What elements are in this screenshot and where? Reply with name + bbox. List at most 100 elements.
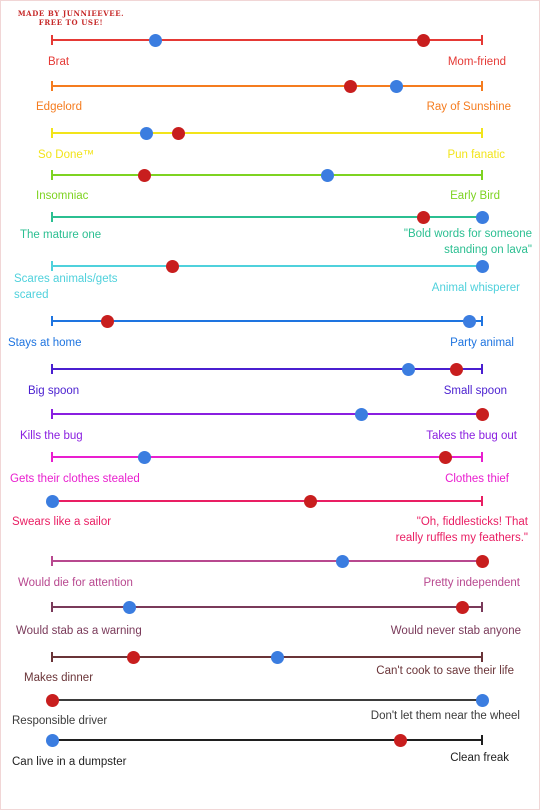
red-marker[interactable]	[137, 168, 151, 182]
scale-line	[52, 320, 482, 322]
right-trait-label: Can't cook to save their life	[376, 665, 514, 677]
scale-right-cap	[481, 652, 483, 662]
left-trait-label: Edgelord	[36, 101, 83, 113]
scale-right-cap	[481, 35, 483, 45]
red-marker[interactable]	[456, 600, 470, 614]
red-marker[interactable]	[475, 407, 489, 421]
scale-line	[52, 500, 482, 502]
trait-scale	[0, 494, 540, 508]
right-trait-label: Party animal	[450, 337, 514, 349]
scale-line	[52, 39, 482, 41]
right-trait-label: Mom-friend	[447, 56, 506, 68]
scale-line	[52, 560, 482, 562]
red-marker[interactable]	[101, 314, 115, 328]
scale-line	[52, 656, 482, 658]
red-marker[interactable]	[475, 554, 489, 568]
blue-marker[interactable]	[148, 33, 162, 47]
trait-scale	[0, 650, 540, 664]
right-trait-label: Clean freak	[450, 752, 509, 764]
scale-right-cap	[481, 602, 483, 612]
red-marker[interactable]	[45, 693, 59, 707]
scale-line	[52, 216, 482, 218]
scale-left-cap	[51, 170, 53, 180]
blue-marker[interactable]	[122, 600, 136, 614]
red-marker[interactable]	[165, 259, 179, 273]
scale-line	[52, 606, 482, 608]
blue-marker[interactable]	[335, 554, 349, 568]
blue-marker[interactable]	[320, 168, 334, 182]
blue-marker[interactable]	[140, 126, 154, 140]
trait-scale	[0, 259, 540, 273]
red-marker[interactable]	[393, 733, 407, 747]
scale-left-cap	[51, 128, 53, 138]
scale-line	[52, 368, 482, 370]
scale-right-cap	[481, 81, 483, 91]
trait-scale	[0, 600, 540, 614]
trait-scale	[0, 733, 540, 747]
blue-marker[interactable]	[45, 494, 59, 508]
right-trait-label: "Oh, fiddlesticks! That really ruffles m…	[395, 516, 528, 544]
scale-line	[52, 456, 482, 458]
left-trait-label: So Done™	[38, 149, 95, 161]
scale-left-cap	[51, 602, 53, 612]
scale-left-cap	[51, 364, 53, 374]
left-trait-label: The mature one	[20, 229, 102, 241]
red-marker[interactable]	[417, 33, 431, 47]
red-marker[interactable]	[303, 494, 317, 508]
left-trait-label: Brat	[48, 56, 70, 68]
scale-left-cap	[51, 452, 53, 462]
scale-left-cap	[51, 556, 53, 566]
blue-marker[interactable]	[389, 79, 403, 93]
scale-right-cap	[481, 364, 483, 374]
blue-marker[interactable]	[475, 693, 489, 707]
scale-right-cap	[481, 128, 483, 138]
trait-scale	[0, 126, 540, 140]
credit-text: MADE BY JUNNIEEVEE. FREE TO USE!	[17, 9, 125, 27]
right-trait-label: Pun fanatic	[447, 149, 505, 161]
trait-scale	[0, 210, 540, 224]
blue-marker[interactable]	[402, 362, 416, 376]
right-trait-label: Small spoon	[443, 385, 507, 397]
blue-marker[interactable]	[475, 259, 489, 273]
trait-scale	[0, 79, 540, 93]
red-marker[interactable]	[172, 126, 186, 140]
scale-line	[52, 85, 482, 87]
scale-line	[52, 699, 482, 701]
blue-marker[interactable]	[475, 210, 489, 224]
right-trait-label: Ray of Sunshine	[426, 101, 511, 113]
scale-right-cap	[481, 316, 483, 326]
trait-scale	[0, 314, 540, 328]
scale-line	[52, 174, 482, 176]
scale-line	[52, 413, 482, 415]
trait-scale	[0, 554, 540, 568]
red-marker[interactable]	[449, 362, 463, 376]
left-trait-label: Scares animals/gets scared	[14, 273, 118, 301]
blue-marker[interactable]	[355, 407, 369, 421]
trait-scale	[0, 450, 540, 464]
left-trait-label: Can live in a dumpster	[12, 756, 127, 768]
blue-marker[interactable]	[271, 650, 285, 664]
blue-marker[interactable]	[137, 450, 151, 464]
trait-scale	[0, 362, 540, 376]
red-marker[interactable]	[417, 210, 431, 224]
right-trait-label: Early Bird	[450, 190, 500, 202]
scale-line	[52, 265, 482, 267]
left-trait-label: Would stab as a warning	[16, 625, 142, 637]
blue-marker[interactable]	[462, 314, 476, 328]
left-trait-label: Kills the bug	[20, 430, 83, 442]
red-marker[interactable]	[127, 650, 141, 664]
scale-right-cap	[481, 496, 483, 506]
left-trait-label: Swears like a sailor	[12, 516, 112, 528]
scale-left-cap	[51, 81, 53, 91]
scale-line	[52, 739, 482, 741]
scale-left-cap	[51, 212, 53, 222]
right-trait-label: Takes the bug out	[426, 430, 517, 442]
red-marker[interactable]	[344, 79, 358, 93]
scale-left-cap	[51, 35, 53, 45]
red-marker[interactable]	[438, 450, 452, 464]
left-trait-label: Makes dinner	[24, 672, 94, 684]
trait-scale	[0, 693, 540, 707]
left-trait-label: Would die for attention	[18, 577, 133, 589]
blue-marker[interactable]	[45, 733, 59, 747]
